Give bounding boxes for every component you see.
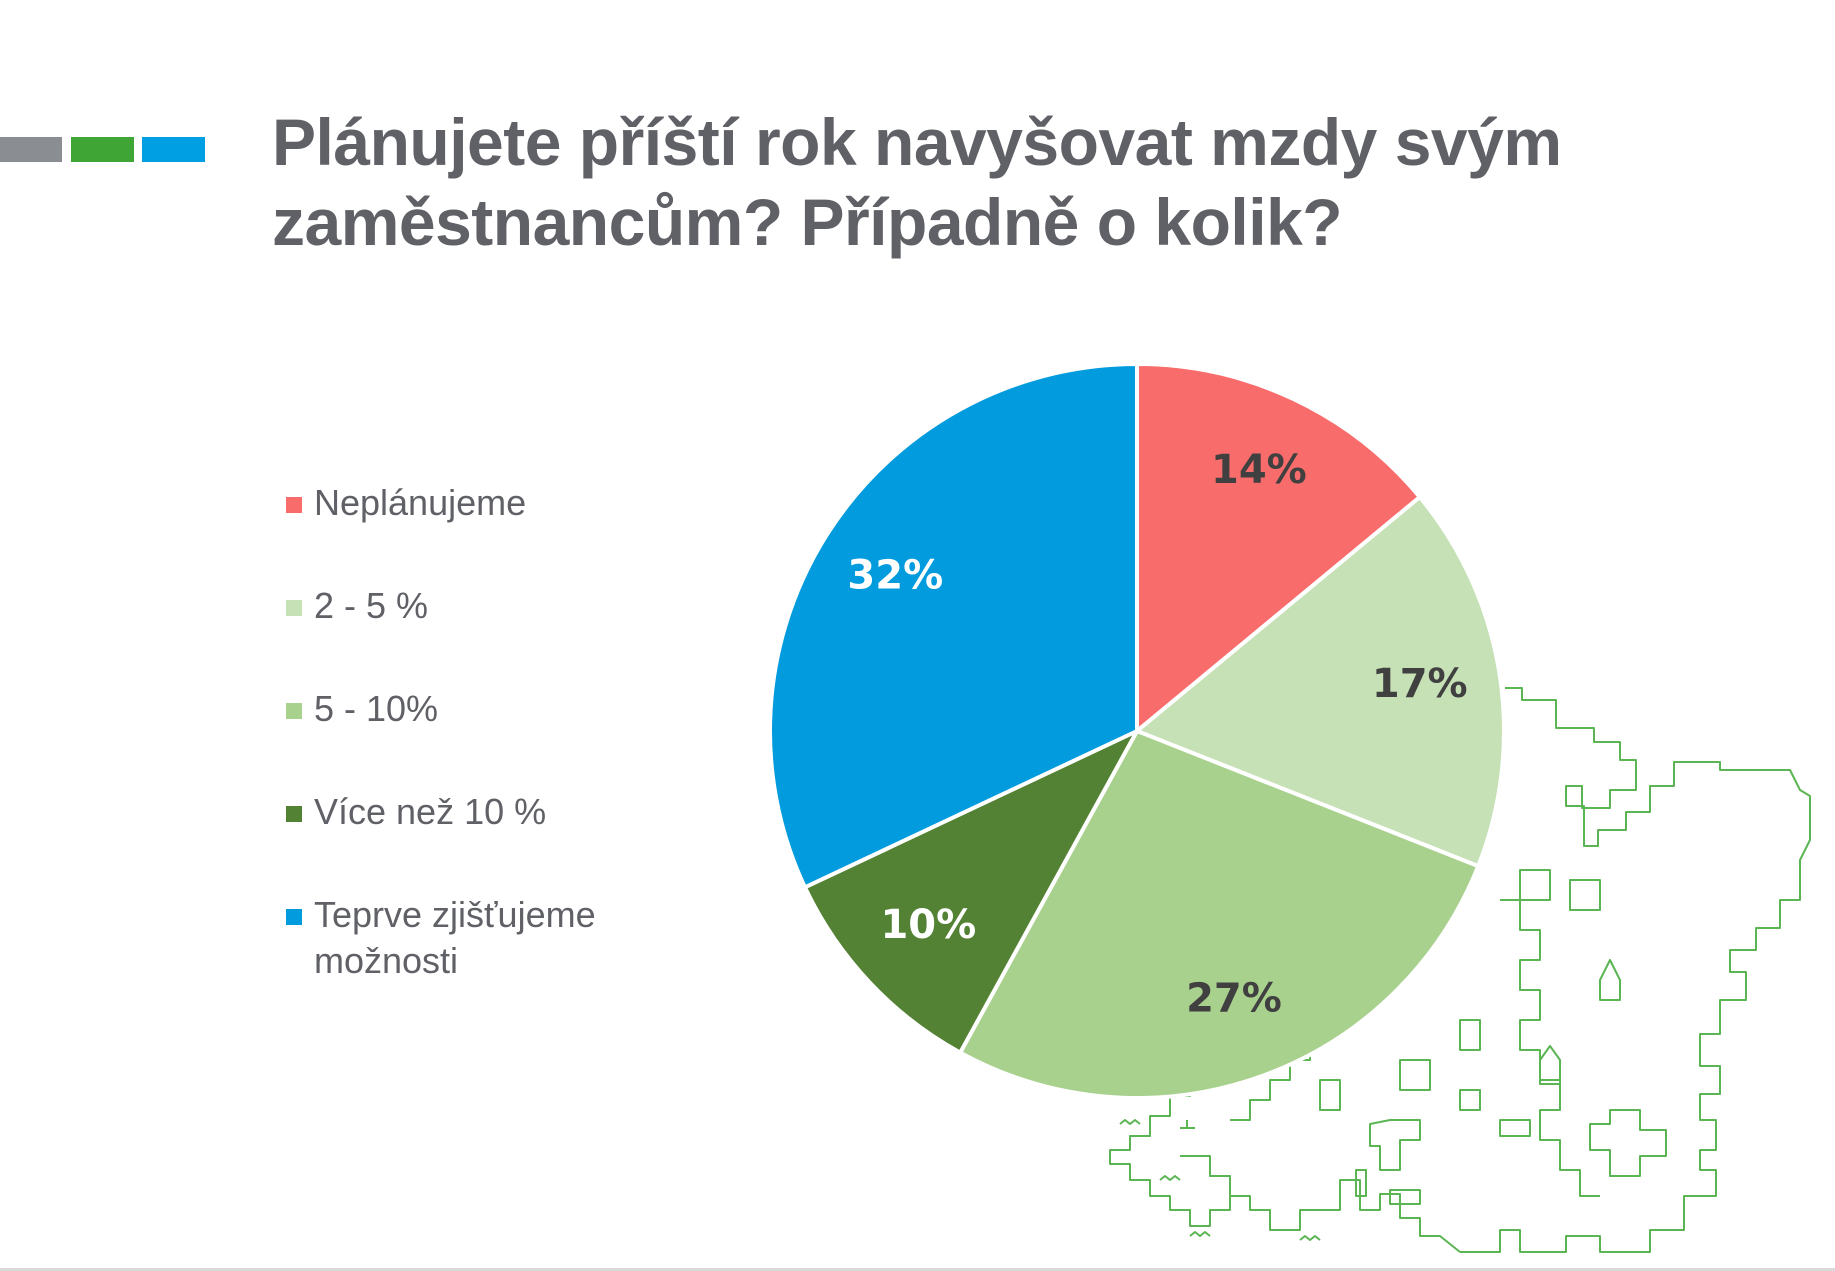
legend-swatch: [286, 806, 302, 822]
legend-label: 2 - 5 %: [314, 583, 654, 629]
accent-bar-blue: [142, 137, 205, 162]
accent-bar-gray: [0, 137, 62, 162]
legend-item: Teprve zjišťujeme možnosti: [286, 892, 654, 984]
legend-item: 5 - 10%: [286, 686, 654, 732]
legend-label: Teprve zjišťujeme možnosti: [314, 892, 654, 984]
bottom-divider: [0, 1268, 1835, 1271]
slide-title: Plánujete příští rok navyšovat mzdy svým…: [272, 102, 1672, 262]
legend-label-line: možnosti: [314, 940, 459, 981]
legend-label-line: Neplánujeme: [314, 482, 527, 523]
pie-slice: [802, 726, 1142, 1056]
legend-label: 5 - 10%: [314, 686, 654, 732]
pie-slice: [768, 361, 1139, 890]
legend-label-line: 5 - 10%: [314, 688, 439, 729]
legend-label-line: Teprve zjišťujeme: [314, 894, 596, 935]
legend-item: Neplánujeme: [286, 480, 654, 526]
legend-swatch: [286, 703, 302, 719]
legend-label-line: 2 - 5 %: [314, 585, 429, 626]
legend-label: Více než 10 %: [314, 789, 654, 835]
title-line-2: zaměstnancům? Případně o kolik?: [272, 185, 1343, 259]
title-line-1: Plánujete příští rok navyšovat mzdy svým: [272, 105, 1562, 179]
slice-value-label: 17%: [1372, 661, 1468, 707]
slice-value-label: 14%: [1211, 447, 1307, 493]
legend-swatch: [286, 909, 302, 925]
legend-swatch: [286, 497, 302, 513]
slice-value-label: 27%: [1186, 975, 1282, 1021]
pie-slice: [1135, 361, 1423, 736]
legend-swatch: [286, 600, 302, 616]
slice-value-label: 10%: [880, 902, 976, 948]
legend-label-line: Více než 10 %: [314, 791, 547, 832]
legend-item: 2 - 5 %: [286, 583, 654, 629]
legend-label: Neplánujeme: [314, 480, 654, 526]
pie-slice: [1133, 494, 1506, 869]
slice-value-label: 32%: [847, 553, 943, 599]
accent-bar-green: [71, 137, 134, 162]
pie-slice: [957, 728, 1481, 1100]
legend-item: Více než 10 %: [286, 789, 654, 835]
